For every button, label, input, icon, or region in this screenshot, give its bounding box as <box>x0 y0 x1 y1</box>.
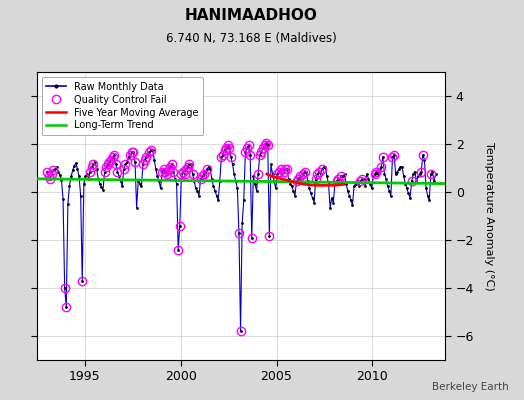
Y-axis label: Temperature Anomaly (°C): Temperature Anomaly (°C) <box>484 142 494 290</box>
Legend: Raw Monthly Data, Quality Control Fail, Five Year Moving Average, Long-Term Tren: Raw Monthly Data, Quality Control Fail, … <box>41 77 203 135</box>
Text: 6.740 N, 73.168 E (Maldives): 6.740 N, 73.168 E (Maldives) <box>166 32 337 45</box>
Text: Berkeley Earth: Berkeley Earth <box>432 382 508 392</box>
Text: HANIMAADHOO: HANIMAADHOO <box>185 8 318 23</box>
